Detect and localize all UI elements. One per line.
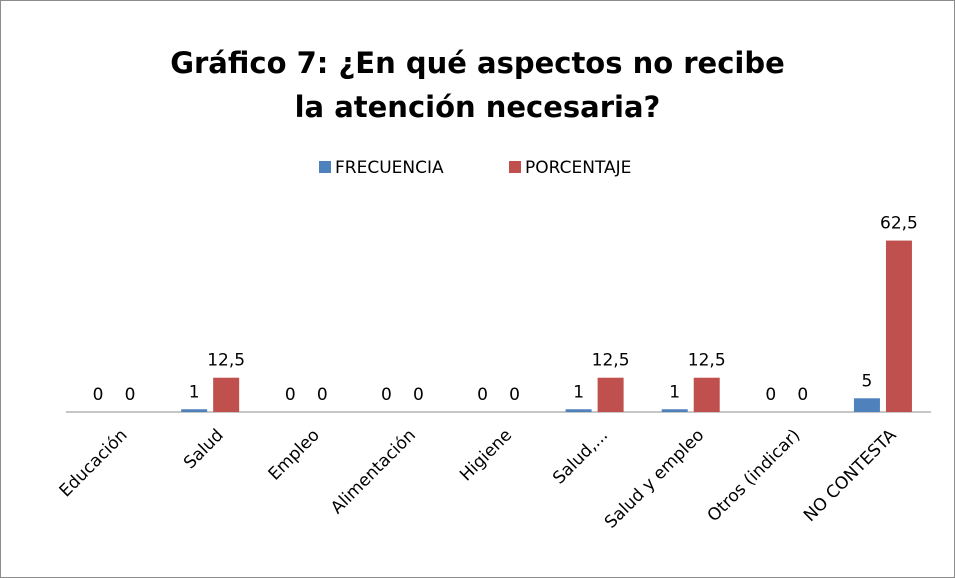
x-tick-label: NO CONTESTA [800, 425, 901, 526]
data-label: 0 [285, 385, 296, 405]
bar [181, 409, 208, 412]
bar [597, 377, 624, 412]
legend-label: FRECUENCIA [335, 158, 444, 178]
data-label: 0 [797, 385, 808, 405]
x-tick-label: Otros (indicar) [704, 425, 805, 526]
x-tick-label: Salud [180, 425, 228, 473]
data-label: 0 [125, 385, 136, 405]
data-label: 0 [413, 385, 424, 405]
x-tick-label: Alimentación [327, 425, 420, 518]
x-tick-label: Salud,... [549, 425, 612, 488]
bar [885, 240, 912, 412]
data-label: 0 [765, 385, 776, 405]
x-tick-label: Higiene [456, 425, 516, 485]
x-tick-label: Educación [56, 425, 132, 501]
data-label: 0 [509, 385, 520, 405]
bar [661, 409, 688, 412]
legend-label: PORCENTAJE [525, 158, 631, 178]
data-label: 0 [381, 385, 392, 405]
bar [213, 377, 240, 412]
data-label: 12,5 [207, 351, 245, 371]
data-label: 1 [189, 382, 200, 402]
data-label: 0 [317, 385, 328, 405]
x-tick-label: Salud y empleo [601, 425, 708, 532]
data-label: 5 [862, 371, 873, 391]
x-tick-label: Empleo [265, 425, 324, 484]
data-label: 12,5 [688, 351, 726, 371]
data-label: 1 [573, 382, 584, 402]
bar [565, 409, 592, 412]
chart-title: Gráfico 7: ¿En qué aspectos no recibe la… [170, 46, 785, 124]
legend-swatch [509, 161, 521, 173]
legend-swatch [319, 161, 331, 173]
data-label: 1 [669, 382, 680, 402]
data-label: 0 [93, 385, 104, 405]
bar [693, 377, 720, 412]
data-label: 62,5 [880, 214, 918, 234]
data-label: 0 [477, 385, 488, 405]
data-label: 12,5 [592, 351, 630, 371]
bar [853, 398, 880, 412]
